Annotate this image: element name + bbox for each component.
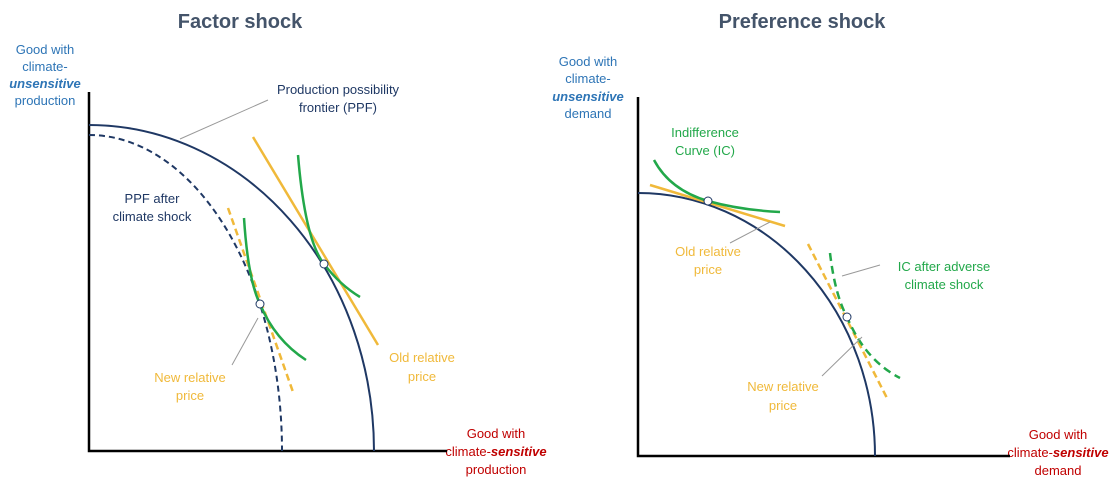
axes xyxy=(636,97,1010,458)
annotation-line: climate shock xyxy=(113,209,192,224)
equilibrium-point xyxy=(703,196,713,206)
leader-line xyxy=(841,264,881,277)
label-line: unsensitive xyxy=(9,76,81,91)
label-line: demand xyxy=(1035,463,1082,478)
panel-title: Preference shock xyxy=(719,11,887,33)
equilibrium-point xyxy=(255,299,265,309)
preference-shock-panel: Preference shock Good with climate- unse… xyxy=(552,11,1108,478)
annotation-line: Production possibility xyxy=(277,82,400,97)
leader-line xyxy=(729,221,771,244)
y-axis-label: Good with climate- unsensitive demand xyxy=(552,54,624,121)
annotation-line: IC after adverse xyxy=(898,259,991,274)
annotation-line: PPF after xyxy=(125,191,181,206)
label-line: unsensitive xyxy=(552,89,624,104)
leader-line xyxy=(231,317,259,366)
label-line: production xyxy=(466,462,527,477)
annotation-line: frontier (PPF) xyxy=(299,100,377,115)
equilibrium-point xyxy=(842,312,852,322)
annotation: Old relative price New relative price xyxy=(675,244,819,413)
label-line: climate-sensitive xyxy=(445,444,546,459)
label-line: production xyxy=(15,93,76,108)
label-line: climate- xyxy=(565,71,611,86)
leader-line xyxy=(821,336,863,377)
annotation: Indifference Curve (IC) IC after adverse… xyxy=(671,125,990,292)
equilibrium-point xyxy=(319,259,329,269)
annotation-line: Curve (IC) xyxy=(675,143,735,158)
annotation-line: Old relative xyxy=(675,244,741,259)
axes xyxy=(87,92,447,453)
label-part: climate- xyxy=(1007,445,1053,460)
leader-line xyxy=(179,99,269,140)
label-line: Good with xyxy=(467,426,526,441)
y-axis-label: Good with climate- unsensitive productio… xyxy=(9,42,81,108)
annotation: Production possibility frontier (PPF) PP… xyxy=(113,82,400,224)
old-price-line xyxy=(649,183,786,228)
old-price-line xyxy=(251,136,380,346)
factor-shock-panel: Factor shock Good with climate- unsensit… xyxy=(9,11,546,477)
label-part: climate- xyxy=(445,444,491,459)
annotation-line: price xyxy=(769,398,797,413)
label-part: sensitive xyxy=(491,444,547,459)
ic-after-curve xyxy=(828,252,901,380)
label-line: Good with xyxy=(16,42,75,57)
annotation-line: Old relative xyxy=(389,350,455,365)
annotation-line: New relative xyxy=(154,370,226,385)
label-line: demand xyxy=(565,106,612,121)
label-line: climate- xyxy=(22,59,68,74)
ppf-after-curve xyxy=(88,134,283,452)
label-part: sensitive xyxy=(1053,445,1109,460)
annotation-line: Indifference xyxy=(671,125,739,140)
annotation-line: price xyxy=(408,369,436,384)
label-line: Good with xyxy=(559,54,618,69)
x-axis-label: Good with climate-sensitive demand xyxy=(1007,427,1108,478)
panel-title: Factor shock xyxy=(178,11,303,33)
annotation-line: price xyxy=(176,388,204,403)
annotation-line: New relative xyxy=(747,379,819,394)
annotation-line: climate shock xyxy=(905,277,984,292)
annotation-line: price xyxy=(694,262,722,277)
ppf-curve xyxy=(637,192,876,457)
indifference-curve xyxy=(652,159,781,214)
annotation: New relative price Old relative price xyxy=(154,350,455,403)
label-line: climate-sensitive xyxy=(1007,445,1108,460)
new-price-line xyxy=(806,243,890,401)
label-line: Good with xyxy=(1029,427,1088,442)
ppf-curve xyxy=(88,124,375,452)
x-axis-label: Good with climate-sensitive production xyxy=(445,426,546,477)
